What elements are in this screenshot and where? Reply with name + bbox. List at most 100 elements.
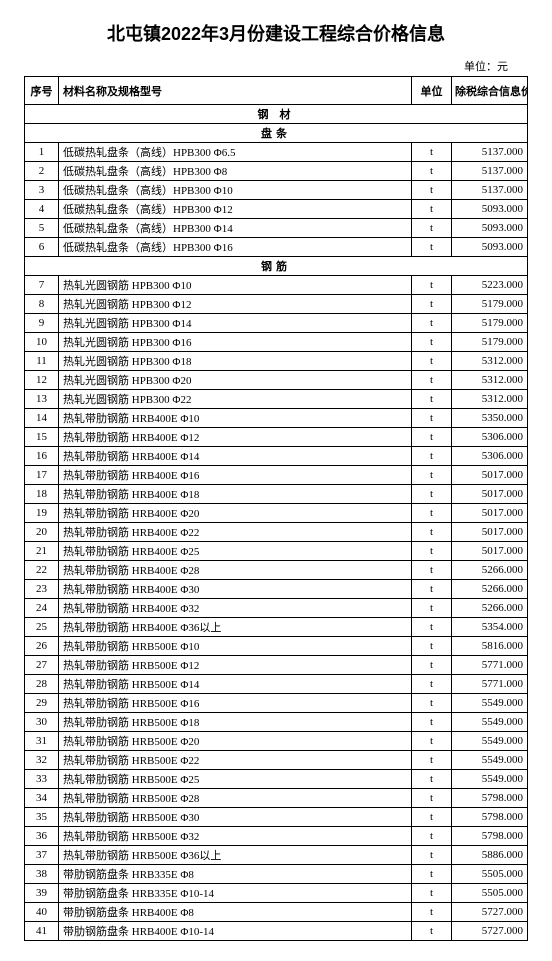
- name-cell: 热轧带肋钢筋 HRB500E Φ16: [59, 694, 412, 713]
- name-cell: 低碳热轧盘条（高线）HPB300 Φ6.5: [59, 143, 412, 162]
- price-cell: 5017.000: [452, 485, 528, 504]
- table-row: 26热轧带肋钢筋 HRB500E Φ10t5816.000: [25, 637, 528, 656]
- price-cell: 5017.000: [452, 466, 528, 485]
- seq-cell: 16: [25, 447, 59, 466]
- table-row: 28热轧带肋钢筋 HRB500E Φ14t5771.000: [25, 675, 528, 694]
- name-cell: 热轧带肋钢筋 HRB400E Φ30: [59, 580, 412, 599]
- table-row: 15热轧带肋钢筋 HRB400E Φ12t5306.000: [25, 428, 528, 447]
- price-cell: 5727.000: [452, 922, 528, 941]
- table-row: 27热轧带肋钢筋 HRB500E Φ12t5771.000: [25, 656, 528, 675]
- unit-cell: t: [412, 466, 452, 485]
- unit-cell: t: [412, 846, 452, 865]
- seq-cell: 39: [25, 884, 59, 903]
- seq-cell: 34: [25, 789, 59, 808]
- price-cell: 5017.000: [452, 523, 528, 542]
- name-cell: 热轧光圆钢筋 HPB300 Φ18: [59, 352, 412, 371]
- name-cell: 热轧带肋钢筋 HRB400E Φ12: [59, 428, 412, 447]
- price-cell: 5798.000: [452, 827, 528, 846]
- seq-cell: 22: [25, 561, 59, 580]
- name-cell: 低碳热轧盘条（高线）HPB300 Φ14: [59, 219, 412, 238]
- header-seq: 序号: [25, 77, 59, 105]
- name-cell: 热轧带肋钢筋 HRB400E Φ28: [59, 561, 412, 580]
- unit-cell: t: [412, 599, 452, 618]
- price-cell: 5816.000: [452, 637, 528, 656]
- header-row: 序号 材料名称及规格型号 单位 除税综合信息价: [25, 77, 528, 105]
- seq-cell: 19: [25, 504, 59, 523]
- price-cell: 5312.000: [452, 371, 528, 390]
- price-cell: 5549.000: [452, 770, 528, 789]
- table-row: 25热轧带肋钢筋 HRB400E Φ36以上t5354.000: [25, 618, 528, 637]
- unit-cell: t: [412, 751, 452, 770]
- unit-cell: t: [412, 295, 452, 314]
- table-row: 36热轧带肋钢筋 HRB500E Φ32t5798.000: [25, 827, 528, 846]
- name-cell: 热轧带肋钢筋 HRB400E Φ25: [59, 542, 412, 561]
- table-row: 21热轧带肋钢筋 HRB400E Φ25t5017.000: [25, 542, 528, 561]
- unit-cell: t: [412, 219, 452, 238]
- unit-cell: t: [412, 580, 452, 599]
- seq-cell: 13: [25, 390, 59, 409]
- seq-cell: 8: [25, 295, 59, 314]
- table-row: 19热轧带肋钢筋 HRB400E Φ20t5017.000: [25, 504, 528, 523]
- unit-cell: t: [412, 485, 452, 504]
- table-row: 18热轧带肋钢筋 HRB400E Φ18t5017.000: [25, 485, 528, 504]
- table-row: 33热轧带肋钢筋 HRB500E Φ25t5549.000: [25, 770, 528, 789]
- table-row: 30热轧带肋钢筋 HRB500E Φ18t5549.000: [25, 713, 528, 732]
- name-cell: 带肋钢筋盘条 HRB335E Φ10-14: [59, 884, 412, 903]
- unit-cell: t: [412, 504, 452, 523]
- table-row: 8热轧光圆钢筋 HPB300 Φ12t5179.000: [25, 295, 528, 314]
- header-unit: 单位: [412, 77, 452, 105]
- table-row: 4低碳热轧盘条（高线）HPB300 Φ12t5093.000: [25, 200, 528, 219]
- price-cell: 5266.000: [452, 580, 528, 599]
- name-cell: 热轧带肋钢筋 HRB400E Φ14: [59, 447, 412, 466]
- name-cell: 热轧带肋钢筋 HRB500E Φ28: [59, 789, 412, 808]
- unit-cell: t: [412, 865, 452, 884]
- table-row: 17热轧带肋钢筋 HRB400E Φ16t5017.000: [25, 466, 528, 485]
- table-row: 38带肋钢筋盘条 HRB335E Φ8t5505.000: [25, 865, 528, 884]
- name-cell: 低碳热轧盘条（高线）HPB300 Φ10: [59, 181, 412, 200]
- seq-cell: 38: [25, 865, 59, 884]
- name-cell: 热轧带肋钢筋 HRB500E Φ22: [59, 751, 412, 770]
- price-cell: 5137.000: [452, 162, 528, 181]
- seq-cell: 4: [25, 200, 59, 219]
- seq-cell: 41: [25, 922, 59, 941]
- unit-cell: t: [412, 884, 452, 903]
- seq-cell: 17: [25, 466, 59, 485]
- seq-cell: 14: [25, 409, 59, 428]
- price-cell: 5505.000: [452, 884, 528, 903]
- seq-cell: 36: [25, 827, 59, 846]
- table-row: 37热轧带肋钢筋 HRB500E Φ36以上t5886.000: [25, 846, 528, 865]
- seq-cell: 24: [25, 599, 59, 618]
- seq-cell: 21: [25, 542, 59, 561]
- unit-cell: t: [412, 390, 452, 409]
- price-cell: 5306.000: [452, 447, 528, 466]
- name-cell: 热轧光圆钢筋 HPB300 Φ14: [59, 314, 412, 333]
- seq-cell: 26: [25, 637, 59, 656]
- name-cell: 热轧带肋钢筋 HRB400E Φ20: [59, 504, 412, 523]
- seq-cell: 10: [25, 333, 59, 352]
- unit-cell: t: [412, 561, 452, 580]
- section-steel: 钢 材: [25, 105, 528, 124]
- unit-cell: t: [412, 523, 452, 542]
- unit-cell: t: [412, 656, 452, 675]
- price-cell: 5266.000: [452, 599, 528, 618]
- table-row: 34热轧带肋钢筋 HRB500E Φ28t5798.000: [25, 789, 528, 808]
- name-cell: 热轧带肋钢筋 HRB500E Φ32: [59, 827, 412, 846]
- name-cell: 低碳热轧盘条（高线）HPB300 Φ12: [59, 200, 412, 219]
- table-row: 7热轧光圆钢筋 HPB300 Φ10t5223.000: [25, 276, 528, 295]
- name-cell: 热轧带肋钢筋 HRB400E Φ32: [59, 599, 412, 618]
- price-cell: 5312.000: [452, 352, 528, 371]
- price-cell: 5549.000: [452, 732, 528, 751]
- seq-cell: 35: [25, 808, 59, 827]
- unit-cell: t: [412, 922, 452, 941]
- price-cell: 5354.000: [452, 618, 528, 637]
- price-cell: 5886.000: [452, 846, 528, 865]
- unit-cell: t: [412, 770, 452, 789]
- seq-cell: 18: [25, 485, 59, 504]
- price-cell: 5549.000: [452, 751, 528, 770]
- name-cell: 低碳热轧盘条（高线）HPB300 Φ16: [59, 238, 412, 257]
- unit-cell: t: [412, 808, 452, 827]
- table-row: 10热轧光圆钢筋 HPB300 Φ16t5179.000: [25, 333, 528, 352]
- name-cell: 热轧带肋钢筋 HRB500E Φ36以上: [59, 846, 412, 865]
- seq-cell: 7: [25, 276, 59, 295]
- price-cell: 5306.000: [452, 428, 528, 447]
